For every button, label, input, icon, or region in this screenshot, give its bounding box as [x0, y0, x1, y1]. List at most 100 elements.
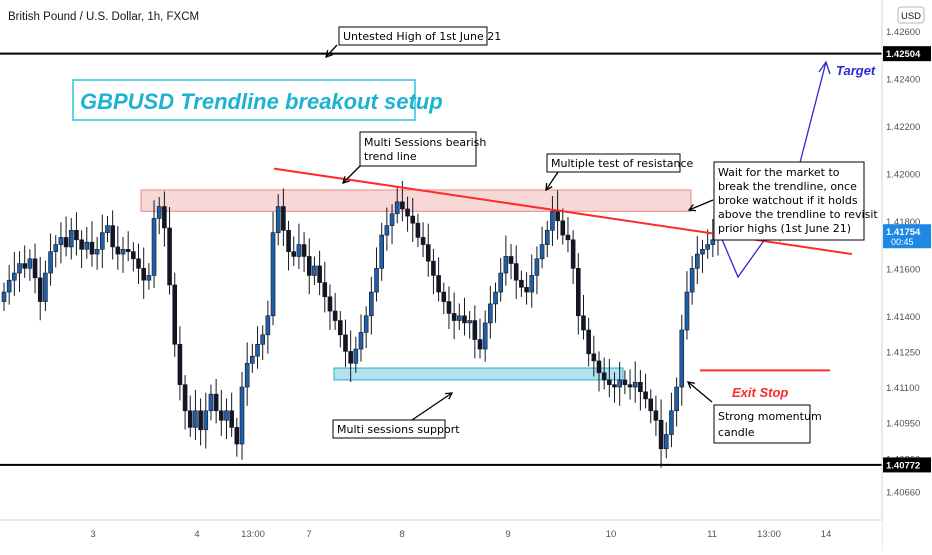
- exit-stop-label: Exit Stop: [732, 385, 788, 400]
- candle-up: [151, 218, 157, 276]
- price-badge-label: 1.40772: [886, 460, 920, 471]
- candle-up: [617, 379, 622, 388]
- candle-up: [100, 232, 105, 250]
- candle-up: [43, 272, 48, 302]
- candles-layer: [1, 180, 721, 468]
- levels-layer: [0, 52, 882, 466]
- candle-up: [457, 315, 462, 321]
- trendline-callout-label: Multi Sessions bearish trend line: [364, 136, 486, 163]
- candle-up: [674, 386, 679, 412]
- candle-up: [695, 253, 700, 269]
- candle-up: [255, 343, 260, 357]
- candle-up: [105, 225, 110, 233]
- candle-up: [384, 225, 390, 236]
- candle-down: [643, 391, 648, 400]
- candle-down: [607, 379, 612, 385]
- candle-down: [653, 410, 659, 421]
- candle-down: [286, 230, 291, 252]
- support-arrow-head: [444, 392, 454, 400]
- symbol-title: British Pound / U.S. Dollar, 1h, FXCM: [8, 11, 199, 23]
- candle-down: [431, 260, 436, 276]
- candle-down: [172, 284, 178, 345]
- x-tick-label: 4: [194, 529, 199, 540]
- candle-up: [482, 322, 488, 350]
- candle-down: [131, 251, 136, 260]
- candle-down: [89, 241, 95, 255]
- candle-up: [296, 244, 302, 257]
- candle-up: [193, 410, 198, 428]
- candle-down: [37, 277, 43, 302]
- x-tick-label: 13:00: [757, 529, 781, 540]
- candle-down: [125, 249, 131, 252]
- y-tick-label: 1.40950: [886, 419, 920, 430]
- candle-down: [301, 244, 307, 257]
- x-tick-label: 3: [90, 529, 95, 540]
- untested-high-arrow-head: [325, 50, 333, 58]
- candle-up: [529, 275, 535, 293]
- candle-up: [312, 265, 317, 276]
- candle-down: [477, 339, 483, 350]
- candle-up: [663, 434, 669, 450]
- candle-up: [493, 291, 498, 305]
- resistance-arrow-head: [545, 182, 553, 192]
- candle-up: [488, 303, 493, 324]
- candle-down: [115, 246, 121, 255]
- candle-down: [560, 220, 566, 236]
- candle-down: [167, 227, 172, 286]
- candle-down: [281, 206, 286, 231]
- y-tick-label: 1.40660: [886, 488, 920, 499]
- candle-down: [415, 222, 421, 238]
- candle-down: [317, 265, 322, 283]
- momentum-arrow: [687, 381, 713, 403]
- trendline-arrow: [342, 165, 361, 184]
- price-badge-label: 1.41754: [886, 227, 921, 238]
- support-zone: [333, 367, 624, 381]
- candle-up: [689, 268, 695, 293]
- target-arrowhead: [818, 60, 831, 75]
- candle-up: [239, 386, 245, 445]
- candle-up: [503, 256, 509, 274]
- candle-down: [177, 343, 183, 385]
- setup-title: GBPUSD Trendline breakout setup: [80, 89, 443, 114]
- candle-up: [369, 291, 374, 317]
- candle-up: [146, 275, 152, 281]
- time-axis-background: [0, 520, 882, 550]
- candle-up: [710, 239, 716, 245]
- wait-callout: [713, 161, 865, 241]
- candle-down: [565, 234, 571, 241]
- currency-button-label[interactable]: USD: [901, 11, 921, 22]
- candle-down: [343, 334, 348, 352]
- currency-button-frame[interactable]: [897, 6, 925, 24]
- price-badge: [883, 224, 931, 249]
- candle-down: [586, 329, 591, 355]
- candle-down: [136, 258, 141, 269]
- currency-button[interactable]: USD: [897, 6, 925, 24]
- x-tick-label: 7: [306, 529, 311, 540]
- candle-up: [389, 213, 395, 226]
- candle-up: [6, 279, 12, 293]
- y-tick-label: 1.41600: [886, 264, 920, 275]
- candle-up: [120, 249, 126, 255]
- resistance-callout-label: Multiple test of resistance: [551, 157, 694, 170]
- resistance-callout: [546, 153, 681, 173]
- candle-down: [601, 372, 607, 381]
- candle-up: [244, 362, 250, 388]
- candle-down: [622, 379, 628, 385]
- y-tick-label: 1.42200: [886, 122, 920, 133]
- price-badge: [883, 46, 931, 62]
- x-tick-label: 14: [821, 529, 832, 540]
- candle-up: [700, 249, 705, 255]
- candle-down: [410, 215, 416, 224]
- x-tick-label: 11: [707, 529, 717, 540]
- candle-up: [208, 393, 214, 412]
- candle-down: [612, 384, 617, 388]
- candle-down: [182, 384, 188, 412]
- candle-down: [338, 320, 343, 336]
- candle-up: [265, 315, 271, 336]
- setup-title-box: [72, 79, 416, 121]
- trendline-callout: [359, 131, 477, 167]
- resistance-zone: [140, 189, 692, 212]
- candle-down: [596, 360, 602, 374]
